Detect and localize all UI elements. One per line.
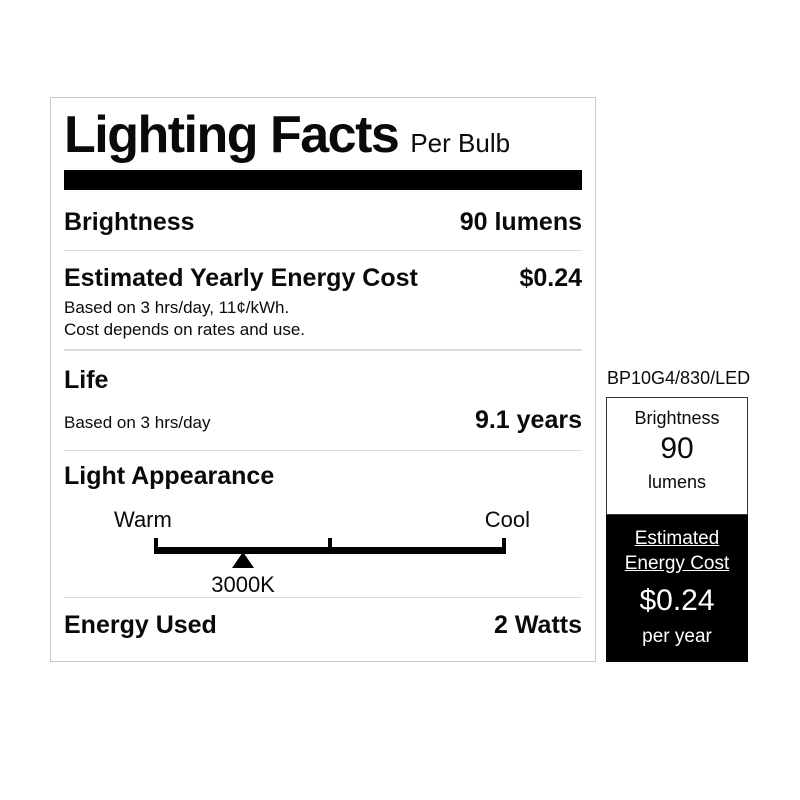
- life-value: 9.1 years: [474, 406, 582, 434]
- side-brightness-label: Brightness: [634, 408, 720, 428]
- side-energy-label-line1: Estimated: [634, 528, 720, 549]
- scale-bar: 3000K: [154, 538, 506, 597]
- side-brightness-box: Brightness 90 lumens: [606, 397, 748, 515]
- scale-tick-left: [154, 538, 158, 547]
- side-brightness-value: 90: [660, 432, 694, 465]
- energy-cost-note-line2: Cost depends on rates and use.: [64, 320, 305, 339]
- life-title-row: Life: [64, 351, 582, 397]
- energy-used-value: 2 Watts: [494, 611, 582, 639]
- light-appearance-title-row: Light Appearance: [64, 451, 582, 491]
- brightness-label: Brightness: [64, 208, 195, 236]
- side-energy-value: $0.24: [639, 584, 715, 617]
- energy-cost-label: Estimated Yearly Energy Cost: [64, 264, 418, 292]
- label-title-row: Lighting Facts Per Bulb: [64, 98, 582, 170]
- model-number: BP10G4/830/LED: [607, 368, 751, 388]
- energy-used-label: Energy Used: [64, 611, 217, 639]
- energy-cost-note-line1: Based on 3 hrs/day, 11¢/kWh.: [64, 298, 290, 317]
- scale-tick-middle: [328, 538, 332, 547]
- light-appearance-scale: 3000K: [64, 533, 582, 598]
- life-value-row: Based on 3 hrs/day 9.1 years: [64, 397, 582, 451]
- label-subtitle: Per Bulb: [410, 128, 511, 158]
- energy-cost-row: Estimated Yearly Energy Cost $0.24: [64, 251, 582, 297]
- scale-marker-triangle-icon: [232, 552, 255, 568]
- warm-cool-labels: Warm Cool: [64, 491, 582, 533]
- life-basis: Based on 3 hrs/day: [64, 413, 211, 432]
- energy-cost-notes: Based on 3 hrs/day, 11¢/kWh. Cost depend…: [64, 297, 582, 351]
- energy-used-row: Energy Used 2 Watts: [64, 598, 582, 654]
- brightness-value: 90 lumens: [459, 208, 582, 236]
- lighting-facts-label: Lighting Facts Per Bulb Brightness 90 lu…: [50, 97, 596, 662]
- label-title: Lighting Facts: [64, 106, 400, 164]
- warm-label: Warm: [114, 507, 172, 532]
- cool-label: Cool: [484, 507, 530, 532]
- side-energy-label-line2: Energy Cost: [624, 553, 730, 574]
- side-brightness-unit: lumens: [647, 472, 707, 492]
- side-energy-cost-box: Estimated Energy Cost $0.24 per year: [606, 515, 748, 662]
- title-separator-bar: [64, 170, 582, 190]
- scale-kelvin-label: 3000K: [211, 572, 275, 597]
- scale-tick-right: [502, 538, 506, 547]
- brightness-row: Brightness 90 lumens: [64, 190, 582, 251]
- side-energy-unit: per year: [642, 626, 712, 647]
- energy-cost-value: $0.24: [519, 264, 582, 292]
- life-label: Life: [64, 366, 109, 394]
- light-appearance-label: Light Appearance: [64, 462, 275, 490]
